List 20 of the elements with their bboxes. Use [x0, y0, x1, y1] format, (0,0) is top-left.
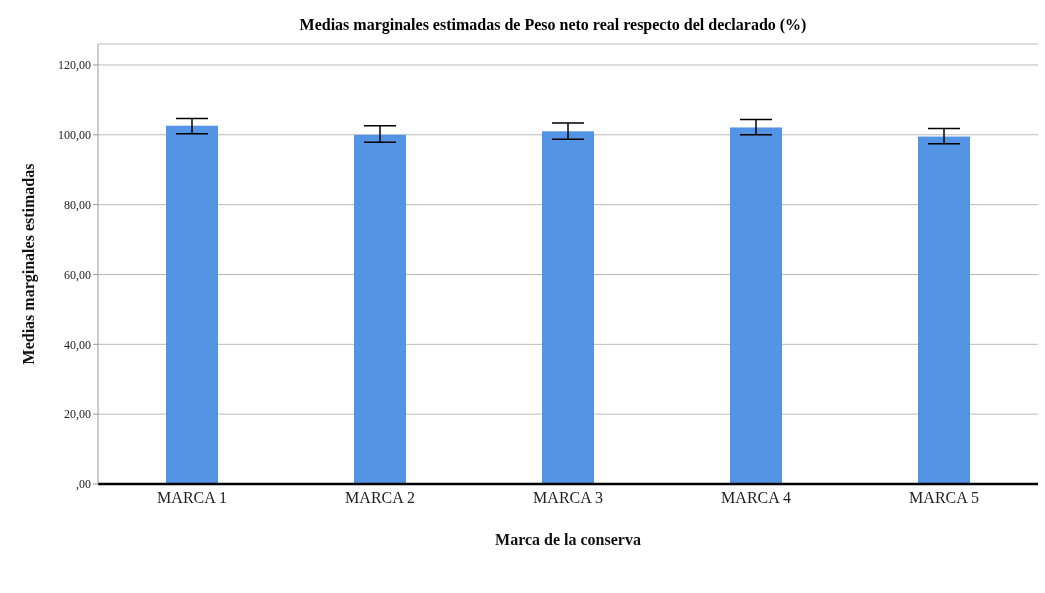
x-tick-label: MARCA 5 — [909, 489, 979, 507]
x-tick-label: MARCA 3 — [533, 489, 603, 507]
bar — [354, 134, 406, 484]
x-tick-label: MARCA 4 — [721, 489, 791, 507]
bar — [166, 125, 218, 484]
y-tick-label: 120,00 — [58, 58, 91, 73]
y-axis-title: Medias marginales estimadas — [19, 163, 38, 365]
x-tick-label: MARCA 2 — [345, 489, 415, 507]
y-tick-label: 40,00 — [64, 337, 91, 352]
x-tick-label: MARCA 1 — [157, 489, 227, 507]
y-tick-label: 80,00 — [64, 197, 91, 212]
bar — [730, 127, 782, 484]
y-tick-label: 100,00 — [58, 128, 91, 143]
bar — [918, 136, 970, 484]
y-tick-label: 60,00 — [64, 267, 91, 282]
chart-title: Medias marginales estimadas de Peso neto real respecto del declarado (%) — [298, 15, 808, 34]
x-axis-title: Marca de la conserva — [495, 531, 641, 549]
bar — [542, 131, 594, 484]
y-tick-label: 20,00 — [64, 407, 91, 422]
y-tick-label: ,00 — [76, 477, 91, 492]
